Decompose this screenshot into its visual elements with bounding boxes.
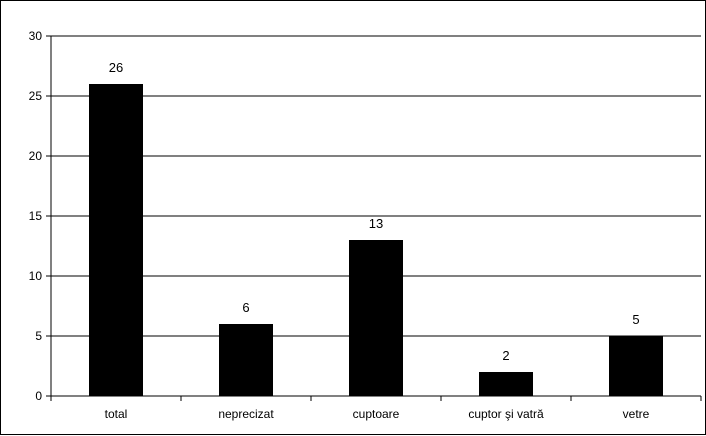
data-label: 26 bbox=[109, 60, 123, 75]
y-tick-label: 10 bbox=[29, 269, 43, 283]
bar-0 bbox=[89, 84, 143, 396]
x-tick-label: vetre bbox=[623, 407, 650, 421]
bar-3 bbox=[479, 372, 533, 396]
labels: 26 total 6 neprecizat 13 cuptoare 2 cuptor şi v… bbox=[105, 60, 650, 421]
x-tick-label: cuptoare bbox=[353, 407, 400, 421]
y-tick-label: 0 bbox=[35, 389, 42, 403]
x-tick-label: cuptor şi vatră bbox=[468, 407, 544, 421]
x-tick-label: neprecizat bbox=[218, 407, 274, 421]
gridlines bbox=[51, 35, 701, 337]
bar-1 bbox=[219, 324, 273, 396]
bar-2 bbox=[349, 240, 403, 396]
data-label: 5 bbox=[632, 312, 639, 327]
data-label: 13 bbox=[369, 216, 383, 231]
x-tick-label: total bbox=[105, 407, 128, 421]
data-label: 2 bbox=[502, 348, 509, 363]
y-tick-label: 20 bbox=[29, 149, 43, 163]
y-tick-label: 5 bbox=[35, 329, 42, 343]
y-tick-label: 30 bbox=[29, 29, 43, 43]
data-label: 6 bbox=[242, 300, 249, 315]
bars bbox=[89, 84, 663, 396]
bar-4 bbox=[609, 336, 663, 396]
y-tick-label: 15 bbox=[29, 209, 43, 223]
y-tick-label: 25 bbox=[29, 89, 43, 103]
